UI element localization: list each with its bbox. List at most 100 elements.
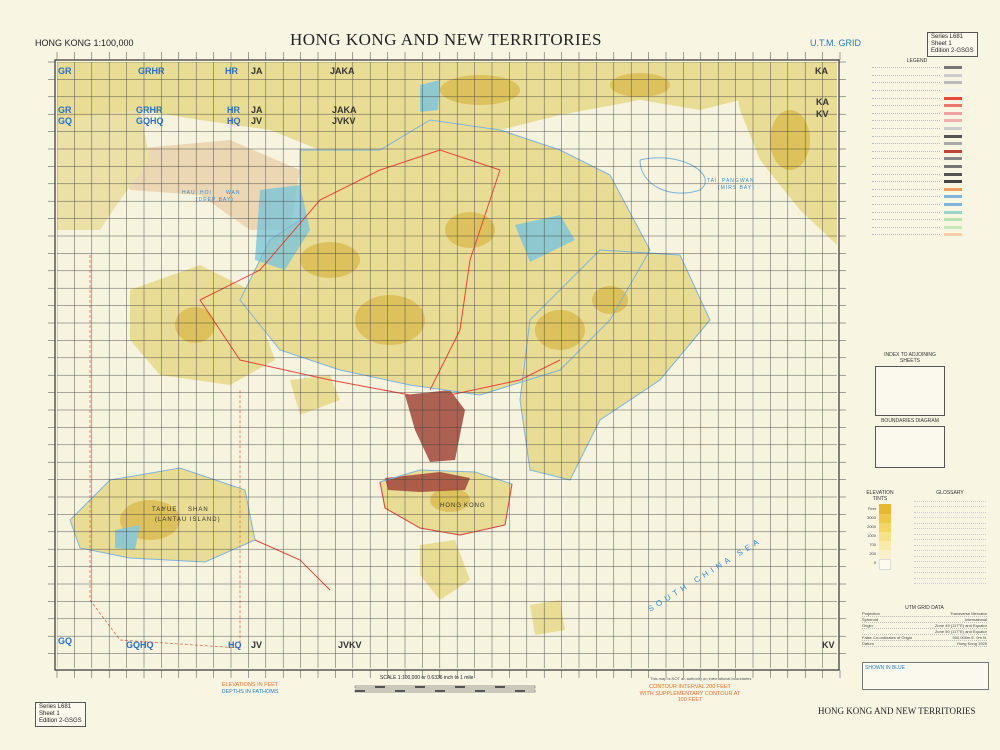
territory-boundary xyxy=(89,255,241,649)
elevation-value: 200 xyxy=(869,551,876,556)
utm-key: Projection xyxy=(862,611,880,616)
reservoir xyxy=(515,215,575,262)
elevation-tints: ELEVATION TINTS Feet 3000 2000 1000 700 200 0 xyxy=(860,490,900,570)
grid-label-gq-bottom: GQ xyxy=(58,636,72,646)
reservoir-north xyxy=(420,80,440,112)
legend-symbol xyxy=(944,81,962,85)
grid-label-jaka-top: JAKA xyxy=(330,66,355,76)
legend-symbol xyxy=(944,127,962,131)
label-kong: KONG xyxy=(464,503,486,509)
scale-segment xyxy=(455,686,465,688)
legend-symbol xyxy=(944,165,962,169)
legend-symbol xyxy=(944,225,962,229)
elevation-value: 0 xyxy=(873,560,876,565)
grid-label-hq-bottom: HQ xyxy=(228,640,242,650)
urban-victoria xyxy=(385,472,470,492)
index-title: INDEX TO ADJOINING SHEETS xyxy=(884,352,936,364)
grid-label-grhr-top: GRHR xyxy=(138,66,165,76)
series-box: Series L681 Sheet 1 Edition 2-GSGS xyxy=(927,32,978,57)
glossary-row xyxy=(914,518,986,524)
label-lantau-3: SHAN xyxy=(188,507,209,513)
grid-label-grhr: GRHR xyxy=(136,105,163,115)
utm-key: Datum xyxy=(862,641,874,646)
label-lantau-2: YUE xyxy=(162,507,177,513)
legend-row xyxy=(872,64,962,72)
series-box-bottom: Series L681 Sheet 1 Edition 2-GSGS xyxy=(35,702,86,727)
grid-label-kv-bottom: KV xyxy=(822,640,835,650)
grid-label-jaka: JAKA xyxy=(332,105,357,115)
legend-row xyxy=(872,117,962,125)
scale-text: SCALE 1:100,000 or 0.6336 inch to 1 mile xyxy=(380,675,474,681)
label-lantau-en: (LANTAU ISLAND) xyxy=(155,517,221,523)
scale-segment xyxy=(435,690,445,692)
utm-value: Transverse Mercator xyxy=(950,611,987,616)
legend-row xyxy=(872,87,962,95)
legend-symbol xyxy=(944,195,962,199)
grid-label-hr-top: HR xyxy=(225,66,238,76)
depths-note: DEPTHS IN FATHOMS xyxy=(221,689,279,695)
legend-symbol xyxy=(944,149,962,153)
legend-symbol xyxy=(944,172,962,176)
index-map xyxy=(875,366,945,416)
utm-row: Projection Transverse Mercator xyxy=(862,611,987,617)
legend-symbol xyxy=(944,157,962,161)
label-tolo-en: (MIRS BAY) xyxy=(718,185,755,191)
glossary-row xyxy=(914,562,986,568)
series-text: Series L681 xyxy=(931,34,964,40)
glossary-row xyxy=(914,579,986,584)
label-hong: HONG xyxy=(440,503,462,509)
legend-symbol xyxy=(944,96,962,100)
shown-in-blue: SHOWN IN BLUE xyxy=(865,665,906,671)
boundary-note: This map is NOT an authority on internat… xyxy=(650,676,752,681)
footer-title: HONG KONG AND NEW TERRITORIES xyxy=(818,706,976,716)
utm-key: False Co-ordinates of Origin xyxy=(862,635,913,640)
legend-row xyxy=(872,170,962,178)
grid-label: U.T.M. GRID xyxy=(810,38,861,48)
grid-label-jv-bottom: JV xyxy=(251,640,262,650)
land-lamma xyxy=(420,540,470,600)
glossary-row xyxy=(914,524,986,529)
utm-key: Origin xyxy=(862,623,873,628)
legend-symbol xyxy=(944,142,962,146)
glossary-row xyxy=(914,540,986,546)
scale-segment xyxy=(395,690,405,692)
legend-row xyxy=(872,110,962,118)
legend-row xyxy=(872,155,962,163)
legend-symbol xyxy=(944,119,962,123)
utm-row: Spheroid International xyxy=(862,617,987,623)
land-sai-kung xyxy=(520,250,710,480)
grid-label-ja-top: JA xyxy=(251,66,263,76)
contour-interval: CONTOUR INTERVAL 200 FEET xyxy=(649,684,731,690)
utm-title: UTM GRID DATA xyxy=(905,605,944,611)
label-deep-bay-2: HOI xyxy=(200,190,212,196)
reservoir-lantau xyxy=(115,525,140,550)
legend-row xyxy=(872,125,962,133)
land-island xyxy=(530,600,565,635)
legend-row xyxy=(872,163,962,171)
glossary-row xyxy=(914,496,986,502)
utm-value: 500,000m E. 0m N. xyxy=(952,635,987,640)
legend-row xyxy=(872,148,962,156)
legend-symbol xyxy=(944,233,962,237)
legend-symbol xyxy=(944,218,962,222)
legend-symbol xyxy=(944,111,962,115)
scale-bar xyxy=(354,685,536,693)
utm-value: International xyxy=(964,617,987,622)
utm-key: Spheroid xyxy=(862,617,879,622)
legend-panel: LEGEND xyxy=(872,58,962,239)
legend-row xyxy=(872,208,962,216)
glossary-row xyxy=(914,507,986,513)
grid-label-ka-top: KA xyxy=(815,66,828,76)
glossary-row xyxy=(914,568,986,573)
elevation-value: 1000 xyxy=(867,533,876,538)
legend-symbol xyxy=(944,66,962,70)
legend-symbol xyxy=(944,187,962,191)
legend-symbol xyxy=(944,134,962,138)
sheet-text: Sheet 1 xyxy=(39,711,60,717)
grid-label-ja: JA xyxy=(251,105,263,115)
glossary-row xyxy=(914,557,986,562)
glossary-title: GLOSSARY xyxy=(936,490,964,496)
scale-segment xyxy=(475,690,485,692)
legend-row xyxy=(872,186,962,194)
